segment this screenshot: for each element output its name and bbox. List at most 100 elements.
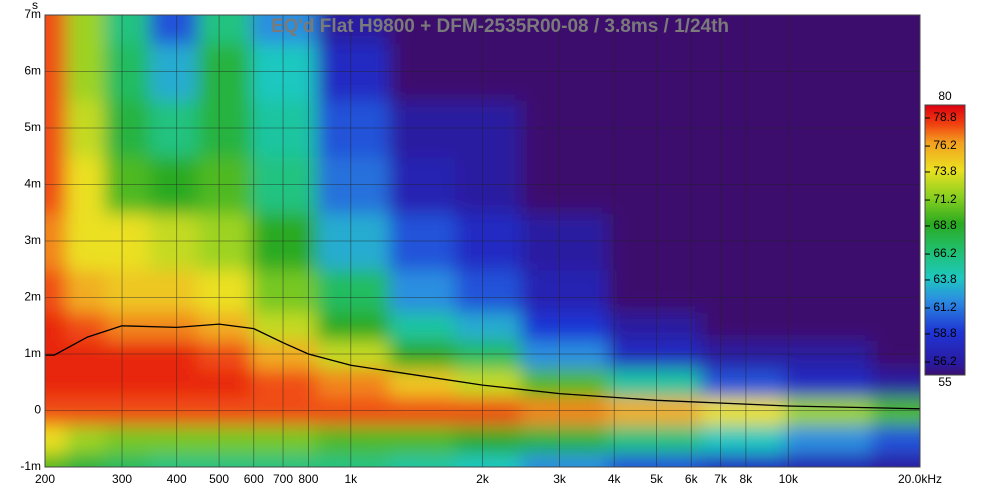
heat-cell (871, 99, 920, 158)
x-tick-label: 6k (685, 472, 699, 486)
heat-cell (149, 212, 199, 271)
heat-cell (389, 15, 457, 45)
x-tick-label: 5k (650, 472, 664, 486)
x-tick-label: 7k (714, 472, 728, 486)
heat-cell (316, 424, 391, 454)
heat-cell (45, 43, 68, 101)
heat-cell (701, 99, 786, 158)
heat-cell (608, 99, 703, 158)
heat-cell (389, 212, 457, 271)
heat-cell (784, 424, 873, 454)
x-tick-label: 4k (608, 472, 622, 486)
heat-cell (104, 368, 151, 398)
colorbar (924, 104, 966, 376)
colorbar-label: 55 (938, 375, 952, 389)
heat-cell (871, 339, 920, 370)
x-tick-label: 600 (244, 472, 264, 486)
heat-cell (784, 396, 873, 426)
heat-cell (871, 15, 920, 45)
heat-cell (701, 339, 786, 370)
heat-cell (389, 311, 457, 341)
chart-title: EQ'd Flat H9800 + DFM-2535R00-08 / 3.8ms… (271, 16, 729, 37)
heat-cell (784, 452, 873, 467)
heat-cell (316, 43, 391, 101)
heat-cell (389, 156, 457, 214)
heat-cell (45, 15, 68, 45)
heat-cell (104, 452, 151, 467)
heat-cell (104, 43, 151, 101)
plot-frame (44, 14, 921, 468)
heat-cell (455, 269, 523, 313)
x-tick-label: 700 (273, 472, 293, 486)
heat-cell (784, 368, 873, 398)
heat-cell (701, 156, 786, 214)
heat-cell (608, 424, 703, 454)
heat-cell (66, 212, 106, 271)
heat-cell (389, 269, 457, 313)
heat-cell (45, 156, 68, 214)
heat-cell (66, 452, 106, 467)
heat-cell (197, 424, 253, 454)
y-tick-label: 1m (24, 346, 41, 360)
heat-cell (455, 212, 523, 271)
colorbar-label: 66.2 (933, 246, 957, 260)
heat-cell (45, 99, 68, 158)
colorbar-label: 58.8 (933, 326, 957, 340)
heat-cell (316, 212, 391, 271)
heat-cell (389, 99, 457, 158)
heat-cell (521, 452, 610, 467)
heat-cell (104, 15, 151, 45)
heat-cell (871, 156, 920, 214)
heat-cell (871, 452, 920, 467)
heat-cell (871, 424, 920, 454)
heat-cell (45, 212, 68, 271)
heat-cell (871, 212, 920, 271)
heat-cell (455, 396, 523, 426)
heat-cell (251, 99, 318, 158)
heat-cell (608, 212, 703, 271)
heat-cell (521, 311, 610, 341)
heat-cell (521, 99, 610, 158)
heat-cell (784, 311, 873, 341)
heat-cell (316, 99, 391, 158)
heat-cell (608, 311, 703, 341)
heat-cell (784, 339, 873, 370)
heat-cell (389, 424, 457, 454)
heat-cell (251, 43, 318, 101)
heat-cell (66, 99, 106, 158)
heat-cell (455, 43, 523, 101)
x-tick-label: 10k (779, 472, 799, 486)
heat-cell (197, 311, 253, 341)
heat-cell (316, 311, 391, 341)
heat-cell (521, 368, 610, 398)
y-tick-label: -1m (20, 459, 41, 473)
heat-cell (66, 396, 106, 426)
heat-cell (197, 452, 253, 467)
heat-cell (316, 396, 391, 426)
heat-cell (784, 269, 873, 313)
heat-cell (66, 424, 106, 454)
x-tick-label: 1k (344, 472, 358, 486)
heat-cell (608, 156, 703, 214)
heat-cell (45, 368, 68, 398)
heat-cell (701, 424, 786, 454)
heat-cell (149, 15, 199, 45)
heat-cell (521, 396, 610, 426)
heat-cell (316, 452, 391, 467)
heat-cell (251, 269, 318, 313)
heat-cell (45, 269, 68, 313)
heat-cell (66, 156, 106, 214)
x-tick-label: 500 (209, 472, 229, 486)
heat-cell (45, 452, 68, 467)
heat-cell (608, 269, 703, 313)
heat-cell (455, 99, 523, 158)
heat-cell (66, 15, 106, 45)
heat-cell (455, 311, 523, 341)
overlay-layer (45, 15, 920, 467)
heat-cell (389, 43, 457, 101)
heat-cell (316, 15, 391, 45)
colorbar-label: 78.8 (933, 110, 957, 124)
heat-cell (608, 452, 703, 467)
heat-cell (521, 156, 610, 214)
colorbar-label: 56.2 (933, 354, 957, 368)
